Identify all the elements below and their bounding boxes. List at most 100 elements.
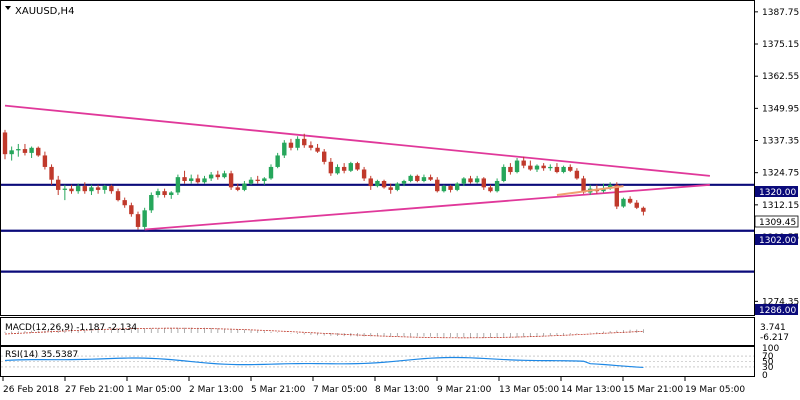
candle-body (428, 177, 433, 180)
dropdown-triangle-icon[interactable] (5, 6, 11, 10)
candle-body (75, 186, 81, 192)
price-tick-label: 1312.15 (762, 201, 799, 211)
candle-body (308, 145, 314, 148)
candle-body (155, 191, 161, 196)
candle (488, 184, 493, 193)
candle (561, 165, 566, 174)
candle (215, 170, 220, 180)
time-tick-label: 2 Mar 13:00 (189, 385, 244, 395)
candle-body (69, 188, 74, 192)
candle-body (42, 155, 48, 167)
candle (248, 177, 254, 185)
candle-body (388, 187, 393, 190)
candle-body (149, 195, 154, 211)
candle-body (581, 178, 586, 193)
candle-body (242, 183, 247, 190)
candle (82, 182, 87, 194)
candle-body (109, 186, 114, 192)
candle-body (275, 155, 280, 167)
current-price-text: 1309.45 (759, 218, 796, 228)
candle (208, 172, 214, 181)
price-label-1320: 1320.00 (755, 186, 798, 198)
macd-histogram (4, 327, 644, 338)
candle-body (135, 214, 141, 227)
candle-body (235, 187, 240, 190)
rsi-level-lines (1, 355, 754, 368)
candle (401, 179, 407, 187)
candle-body (248, 179, 254, 184)
macd-panel[interactable] (0, 317, 755, 346)
candle-body (395, 183, 400, 190)
candle-body (322, 151, 327, 162)
candle-body (2, 132, 8, 155)
candle (255, 175, 260, 184)
candle (149, 192, 154, 213)
candle (641, 206, 646, 216)
candle-body (521, 160, 526, 166)
price-tick-label: 1337.35 (762, 137, 799, 147)
candle (56, 175, 61, 196)
price-tick-label: 1387.75 (762, 8, 799, 18)
candle (521, 156, 526, 169)
symbol-title[interactable]: XAUUSD,H4 (5, 6, 74, 17)
price-label-1286-box (755, 304, 798, 315)
main-price-panel[interactable] (0, 0, 755, 316)
candle-body (441, 186, 447, 192)
candle-body (22, 149, 28, 153)
candle-body (16, 149, 21, 151)
candle-body (9, 150, 14, 155)
candle (95, 184, 101, 194)
candle (548, 164, 553, 171)
candle (455, 182, 460, 192)
candle (355, 161, 360, 171)
candle-body (401, 180, 407, 184)
candle (222, 170, 227, 179)
candle-body (548, 166, 553, 169)
time-axis: 26 Feb 2018 27 Feb 21:00 1 Mar 05:00 2 Mar … (2, 377, 745, 395)
candle (189, 174, 194, 184)
candle-body (627, 198, 633, 203)
candle (574, 168, 580, 180)
candle (448, 184, 453, 193)
candle-body (315, 147, 320, 152)
candle-body (115, 191, 121, 201)
current-price-box (754, 215, 799, 228)
candle-body (195, 178, 201, 183)
candle (627, 196, 633, 204)
candle-body (361, 169, 367, 179)
time-tick-label: 1 Mar 05:00 (127, 385, 182, 395)
candle (182, 170, 187, 184)
trendline[interactable] (4, 104, 710, 177)
candle-body (162, 191, 167, 196)
candle-body (295, 138, 300, 148)
rsi-label: RSI(14) 35.5387 (5, 350, 78, 360)
candle (435, 177, 440, 193)
time-tick-label: 19 Mar 05:00 (685, 385, 745, 395)
price-label-1286: 1286.00 (755, 304, 798, 316)
candle (634, 200, 639, 210)
price-tick-label: 1324.75 (762, 169, 799, 179)
candle (62, 184, 68, 201)
candle-body (182, 177, 187, 181)
candle (89, 184, 94, 196)
candle-body (262, 178, 267, 181)
candle (142, 207, 147, 230)
candlestick-series (2, 129, 646, 230)
price-label-1302-text: 1302.00 (759, 236, 796, 246)
candle (228, 170, 234, 190)
candle (16, 143, 21, 157)
rsi-axis-label: 70 (762, 352, 774, 362)
candle (69, 184, 74, 194)
price-label-1320-box (755, 186, 798, 197)
candle-body (189, 178, 194, 181)
time-tick-label: 15 Mar 21:00 (623, 385, 683, 395)
candle (348, 161, 353, 173)
candle (375, 179, 380, 188)
candle (421, 174, 427, 183)
time-tick-label: 9 Mar 21:00 (437, 385, 492, 395)
candle (162, 188, 167, 198)
candle (22, 143, 28, 156)
candle-body (222, 173, 227, 178)
